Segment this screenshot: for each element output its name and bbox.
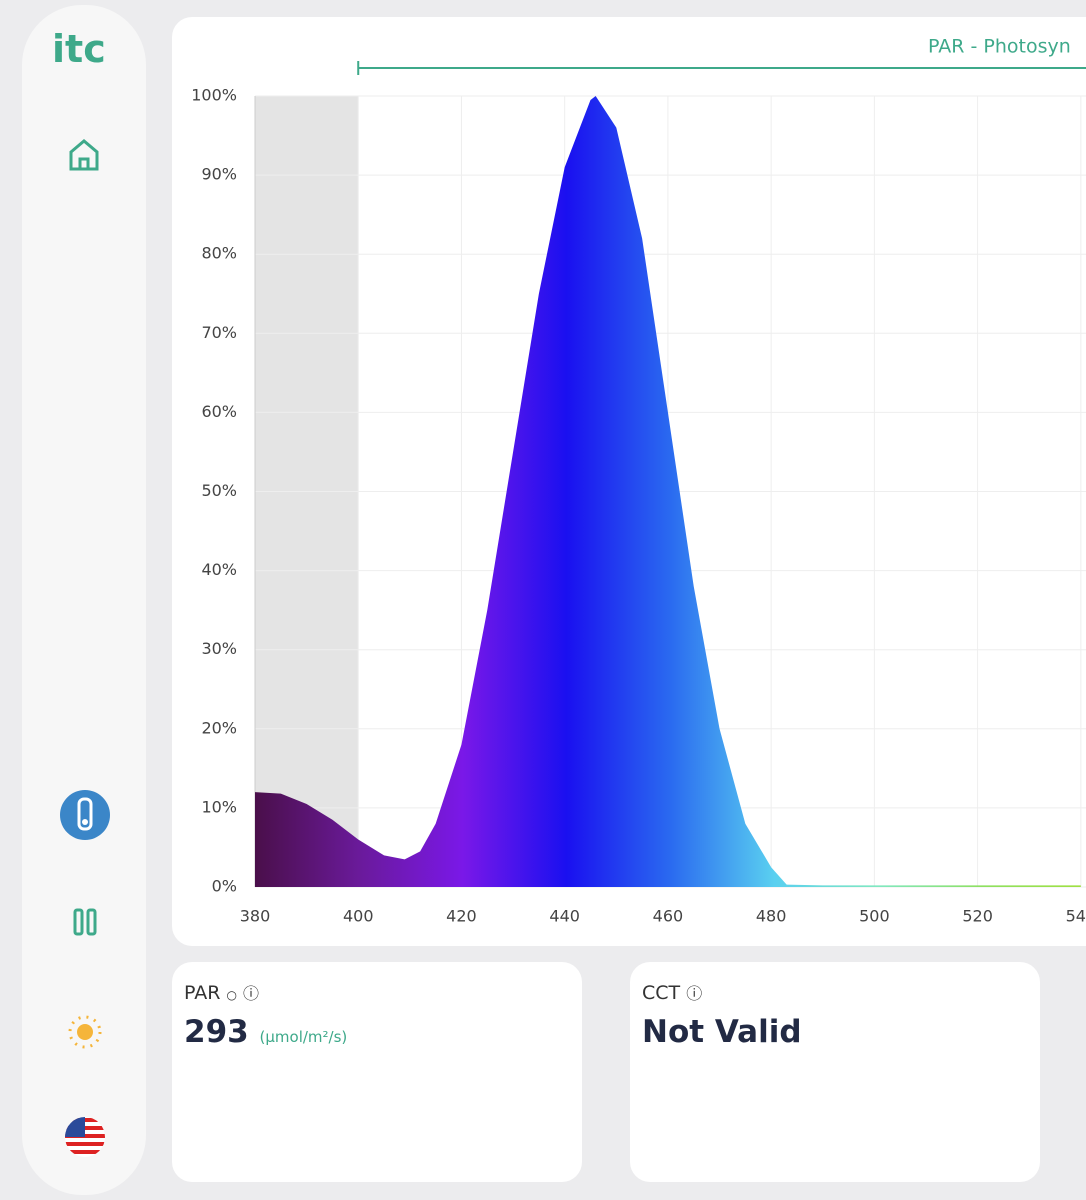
y-tick-label: 90%: [201, 165, 237, 184]
card-label: PAR ○ ⓘ: [184, 982, 260, 1004]
pause-icon[interactable]: [72, 907, 98, 937]
x-tick-label: 520: [962, 907, 993, 926]
chart-header: PAR - Photosyn: [928, 36, 1071, 58]
x-tick-label: 500: [859, 907, 890, 926]
y-tick-label: 50%: [201, 481, 237, 500]
language-flag[interactable]: [64, 1116, 106, 1158]
x-tick-label: 460: [653, 907, 684, 926]
card-value: Not Valid: [642, 1014, 802, 1050]
x-tick-label: 540: [1066, 907, 1086, 926]
y-tick-label: 30%: [201, 639, 237, 658]
card-label-text: CCT: [642, 982, 681, 1004]
sun-icon[interactable]: [66, 1013, 104, 1051]
x-tick-label: 380: [240, 907, 271, 926]
sidebar: itc: [22, 5, 146, 1195]
y-tick-label: 60%: [201, 402, 237, 421]
x-tick-label: 400: [343, 907, 374, 926]
y-tick-label: 80%: [201, 244, 237, 263]
y-tick-label: 40%: [201, 560, 237, 579]
home-icon[interactable]: [67, 137, 101, 173]
par-card: PAR ○ ⓘ 293 (µmol/m²/s): [172, 962, 582, 1182]
y-tick-label: 100%: [191, 86, 237, 105]
card-value-text: Not Valid: [642, 1014, 802, 1050]
card-label-text: PAR: [184, 982, 221, 1004]
logo[interactable]: itc: [52, 27, 106, 71]
y-tick-label: 0%: [212, 877, 237, 896]
x-tick-label: 480: [756, 907, 787, 926]
device-icon[interactable]: [59, 789, 111, 841]
card-value-text: 293: [184, 1014, 249, 1050]
spectrum-area: [255, 96, 1081, 887]
chart: PAR - Photosyn 0% 10% 20% 30% 40% 50% 60% 70% 80…: [191, 36, 1086, 926]
y-tick-label: 10%: [201, 797, 237, 816]
y-tick-label: 70%: [201, 323, 237, 342]
card-unit: (µmol/m²/s): [259, 1028, 348, 1046]
x-tick-label: 440: [549, 907, 580, 926]
card-label: CCT ⓘ: [642, 982, 703, 1004]
y-tick-label: 20%: [201, 718, 237, 737]
cct-card: CCT ⓘ Not Valid: [630, 962, 1040, 1182]
x-tick-label: 420: [446, 907, 477, 926]
card-value: 293 (µmol/m²/s): [184, 1014, 347, 1050]
